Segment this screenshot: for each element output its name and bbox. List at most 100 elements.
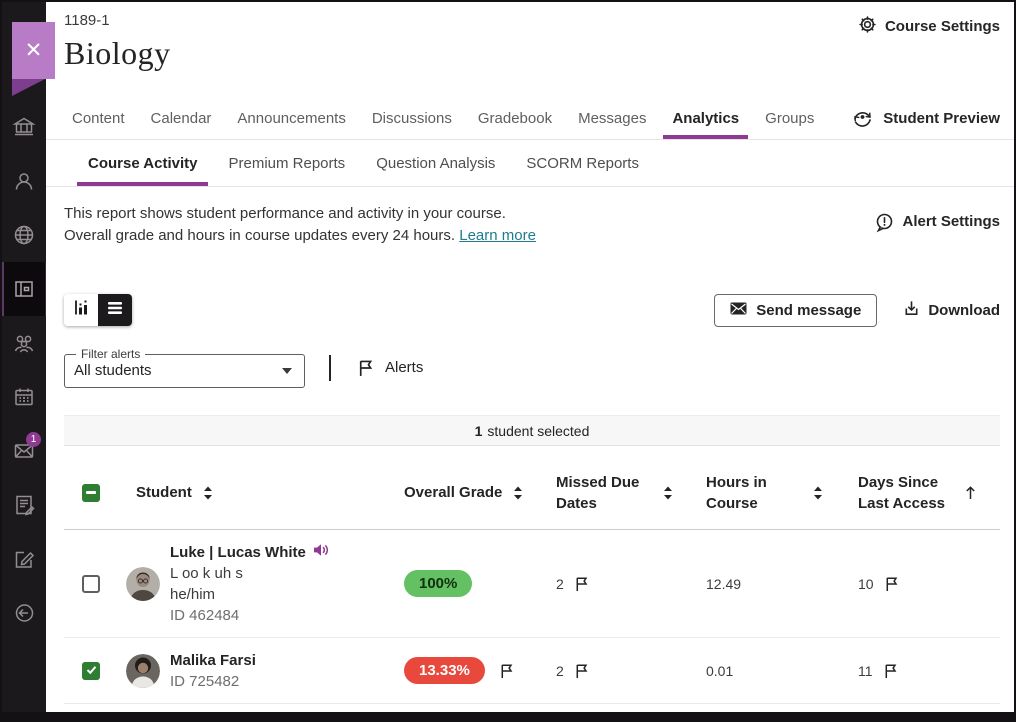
course-settings-label: Course Settings — [884, 17, 1000, 35]
institution-icon — [12, 115, 36, 139]
pronunciation-audio-icon[interactable] — [313, 542, 329, 563]
alerts-toggle[interactable]: Alerts — [357, 359, 423, 377]
tab-messages[interactable]: Messages — [578, 110, 647, 127]
page-title: Biology — [64, 35, 171, 71]
filter-alerts-value: All students — [74, 362, 152, 379]
chart-view-icon — [73, 299, 90, 321]
indeterminate-icon — [86, 491, 96, 494]
column-hours-in-course[interactable]: Hours in Course — [682, 472, 834, 514]
column-student[interactable]: Student — [118, 484, 390, 501]
tab-analytics[interactable]: Analytics — [663, 98, 749, 139]
sidebar-item-messages[interactable]: 1 — [2, 424, 46, 478]
sidebar-item-organizations[interactable] — [2, 316, 46, 370]
flag-icon — [574, 663, 589, 679]
download-icon — [903, 300, 920, 321]
overall-grade-badge: 13.33% — [404, 657, 485, 684]
alert-settings-label: Alert Settings — [902, 213, 1000, 230]
subtab-course-activity[interactable]: Course Activity — [77, 140, 209, 186]
report-description-row: This report shows student performance an… — [64, 203, 1000, 255]
envelope-icon — [730, 302, 747, 319]
sort-icon[interactable] — [513, 486, 523, 500]
sort-icon[interactable] — [203, 486, 213, 500]
global-sidebar: 1 — [2, 2, 46, 720]
course-header: 1189-1 Biology Course Settings — [46, 2, 1014, 98]
course-tabbar: Content Calendar Announcements Discussio… — [46, 98, 1014, 140]
send-message-button[interactable]: Send message — [714, 293, 878, 327]
download-button[interactable]: Download — [903, 300, 1000, 321]
table-header: Student Overall Grade Missed Due Dates — [64, 456, 1000, 530]
list-view-button[interactable] — [98, 294, 132, 326]
sidebar-item-sign-out[interactable] — [2, 586, 46, 640]
missed-due-dates-value: 2 — [556, 575, 564, 592]
profile-icon — [12, 169, 36, 193]
filter-alerts-label: Filter alerts — [81, 347, 141, 361]
select-all-checkbox[interactable] — [82, 483, 100, 502]
toolbar-divider — [329, 354, 331, 381]
course-code: 1189-1 — [64, 12, 110, 29]
student-pronunciation: L oo k uh s — [170, 564, 243, 582]
download-label: Download — [928, 301, 1000, 319]
sidebar-item-profile[interactable] — [2, 154, 46, 208]
chart-view-button[interactable] — [64, 294, 98, 326]
tab-gradebook[interactable]: Gradebook — [477, 110, 553, 127]
selection-banner: 1 student selected — [64, 415, 1000, 446]
alerts-label: Alerts — [385, 359, 424, 376]
sort-icon[interactable] — [813, 486, 823, 500]
subtab-scorm-reports[interactable]: SCORM Reports — [526, 154, 639, 172]
filter-alerts-select[interactable]: Filter alerts All students — [64, 347, 305, 388]
student-name[interactable]: Luke | Lucas White — [170, 543, 306, 561]
sidebar-item-institution[interactable] — [2, 100, 46, 154]
grades-icon — [12, 493, 36, 517]
overall-grade-badge: 100% — [404, 570, 473, 597]
tab-groups[interactable]: Groups — [765, 110, 815, 127]
messages-icon — [12, 439, 36, 463]
alert-settings-button[interactable]: Alert Settings — [875, 213, 1000, 255]
tab-content[interactable]: Content — [72, 110, 125, 127]
student-preview-button[interactable]: Student Preview — [851, 98, 1000, 139]
filter-row: Filter alerts All students Alerts — [64, 347, 1000, 388]
student-id: ID 462484 — [170, 606, 240, 624]
sidebar-item-courses[interactable] — [2, 262, 46, 316]
close-course-ribbon[interactable]: ✕ — [12, 22, 55, 96]
days-since-last-access-value: 10 — [858, 575, 874, 592]
window-bottom-edge — [2, 712, 1014, 720]
flag-icon — [574, 576, 589, 592]
table-row: Malika Farsi ID 725482 13.33% 2 — [64, 638, 1000, 704]
sort-ascending-icon[interactable] — [965, 485, 976, 500]
hours-in-course-value: 0.01 — [706, 662, 734, 679]
sidebar-item-activity[interactable] — [2, 208, 46, 262]
learn-more-link[interactable]: Learn more — [459, 227, 536, 244]
sign-out-icon — [12, 601, 36, 625]
sidebar-item-tools[interactable] — [2, 532, 46, 586]
course-settings-button[interactable]: Course Settings — [858, 14, 1000, 38]
alert-icon — [875, 213, 894, 237]
list-view-icon — [107, 301, 123, 320]
subtab-question-analysis[interactable]: Question Analysis — [376, 154, 496, 172]
messages-badge: 1 — [26, 432, 41, 447]
chevron-down-icon — [282, 367, 292, 374]
selection-text: student selected — [487, 422, 590, 439]
missed-due-dates-value: 2 — [556, 662, 564, 679]
tools-icon — [12, 547, 36, 571]
row-checkbox[interactable] — [82, 574, 100, 593]
tab-calendar[interactable]: Calendar — [150, 110, 212, 127]
organizations-icon — [12, 331, 36, 355]
flag-icon — [883, 663, 898, 679]
table-row: Luke | Lucas White L oo k uh s he/him ID… — [64, 530, 1000, 638]
gear-icon — [858, 15, 877, 38]
row-checkbox[interactable] — [82, 661, 100, 680]
tab-announcements[interactable]: Announcements — [237, 110, 346, 127]
tab-discussions[interactable]: Discussions — [371, 110, 452, 127]
check-icon — [86, 662, 97, 680]
sidebar-item-grades[interactable] — [2, 478, 46, 532]
column-missed-due-dates[interactable]: Missed Due Dates — [530, 472, 682, 514]
column-days-since-last-access[interactable]: Days Since Last Access — [834, 472, 1000, 514]
subtab-premium-reports[interactable]: Premium Reports — [228, 154, 346, 172]
student-name[interactable]: Malika Farsi — [170, 651, 256, 669]
sidebar-item-calendar[interactable] — [2, 370, 46, 424]
avatar — [126, 653, 160, 688]
student-preview-label: Student Preview — [883, 110, 1000, 127]
column-overall-grade[interactable]: Overall Grade — [390, 484, 530, 501]
sort-icon[interactable] — [663, 486, 673, 500]
